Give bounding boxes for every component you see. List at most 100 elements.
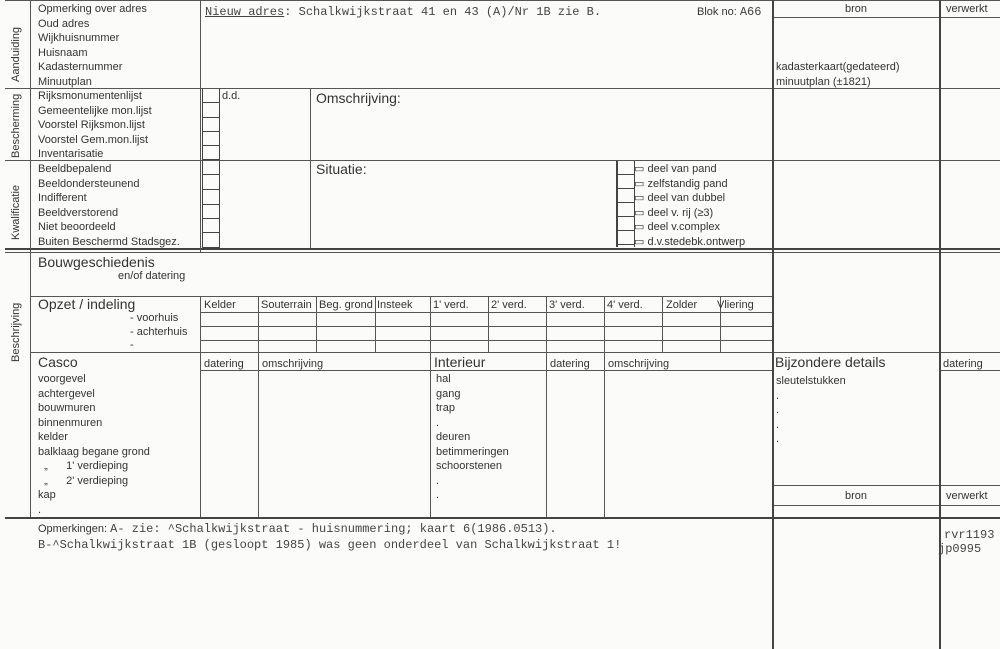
side-label-beschrijving: Beschrijving [10,302,22,362]
casco-omschrijving: omschrijving [262,358,324,370]
situatie-option: ▭ zelfstandig pand [634,177,728,190]
field-label: Gemeentelijke mon.lijst [38,104,152,117]
casco-items: voorgevel achtergevel bouwmuren binnenmu… [38,372,150,517]
col-2-verd: 2' verd. [491,299,527,311]
option-label: zelfstandig pand [647,177,728,190]
situatie-option: ▭ deel v.complex [634,221,721,233]
datering-sub-label: en/of datering [118,270,186,282]
situatie-option: ▭ d.v.stedebk.ontwerp [634,235,746,248]
interieur-item: schoorstenen [436,460,503,472]
field-label: Wijkhuisnummer [38,32,120,44]
checkbox[interactable] [202,219,220,233]
field-label: Opmerking over adres [38,3,147,15]
casco-item: . [38,503,42,516]
col-4-verd: 4' verd. [607,299,643,311]
code-1: rvr1193 [944,528,995,542]
blok-no: Blok no: A66 [697,5,761,19]
checkbox[interactable] [202,175,220,190]
omschrijving-label: Omschrijving: [316,90,401,106]
checkbox[interactable] [202,88,220,103]
casco-item: voorgevel [38,373,86,385]
opzet-row-other: - [130,339,134,351]
col-3-verd: 3' verd. [549,299,585,311]
option-label: deel van pand [647,163,717,175]
situatie-option: ▭ deel van pand [634,163,717,175]
new-address-label: Nieuw adres [205,5,285,19]
aanduiding-fields: Opmerking over adres Oud adres Wijkhuisn… [38,2,147,89]
checkbox[interactable] [202,190,220,205]
new-address-text: Nieuw adres: Schalkwijkstraat 41 en 43 (… [205,5,601,19]
checkbox[interactable] [202,233,220,248]
opzet-label: Opzet / indeling [38,296,136,312]
casco-item: bouwmuren [38,402,96,414]
interieur-label: Interieur [434,354,486,370]
situatie-label: Situatie: [316,161,367,177]
col-insteek: Insteek [377,299,413,311]
interieur-datering: datering [550,358,590,370]
opzet-row-voorhuis: - voorhuis [130,312,179,324]
interieur-item: . [436,489,440,501]
interieur-item: betimmeringen [436,445,509,458]
field-label: Beeldbepalend [38,163,112,175]
bescherming-fields: Rijksmonumentenlijst Gemeentelijke mon.l… [38,89,152,162]
col-zolder: Zolder [666,299,698,311]
verwerkt-header-2: verwerkt [946,490,988,502]
casco-item: achtergevel [38,387,95,400]
checkbox[interactable] [202,205,220,219]
casco-label: Casco [38,354,78,370]
option-label: deel van dubbel [647,192,726,204]
situatie-option: ▭ deel v. rij (≥3) [634,206,714,219]
bijzondere-item: . [776,404,780,416]
field-label: Minuutplan [38,75,92,88]
situatie-options: ▭ deel van pand ▭ zelfstandig pand ▭ dee… [634,162,745,249]
casco-datering: datering [204,358,244,370]
bijzondere-item: sleutelstukken [776,375,846,387]
interieur-item: . [436,416,440,429]
field-label: Buiten Beschermd Stadsgez. [38,235,180,248]
checkbox[interactable] [202,103,220,118]
casco-item: binnenmuren [38,416,103,429]
situatie-option: ▭ deel van dubbel [634,192,726,204]
bijzondere-items: sleutelstukken . . . . [776,374,846,447]
bron-entry: kadasterkaart(gedateerd) [776,61,900,73]
casco-item: balklaag begane grond [38,445,150,458]
opzet-row-achterhuis: - achterhuis [130,326,188,338]
blok-label: Blok no: [697,6,737,18]
col-1-verd: 1' verd. [433,299,469,311]
checkbox[interactable] [202,146,220,160]
option-label: deel v. rij (≥3) [647,206,714,219]
kwalificatie-fields: Beeldbepalend Beeldondersteunend Indiffe… [38,162,180,249]
field-label: Niet beoordeeld [38,221,116,233]
checkbox[interactable] [202,118,220,132]
casco-item: kelder [38,431,68,443]
blok-value: A66 [739,5,762,19]
dd-label: d.d. [222,90,241,102]
interieur-item: trap [436,402,455,414]
bijzondere-item: . [776,389,780,402]
interieur-item: gang [436,387,461,400]
bijzondere-item: . [776,418,780,431]
field-label: Indifferent [38,192,87,204]
field-label: Huisnaam [38,46,88,59]
remark-b: B-^Schalkwijkstraat 1B (gesloopt 1985) w… [38,538,622,552]
opmerkingen-line-1: Opmerkingen: A- zie: ^Schalkwijkstraat -… [38,522,557,536]
new-address-value: : Schalkwijkstraat 41 en 43 (A)/Nr 1B zi… [284,5,602,19]
interieur-item: hal [436,373,451,385]
col-souterrain: Souterrain [261,299,312,311]
field-label: Oud adres [38,17,90,30]
option-label: d.v.stedebk.ontwerp [647,235,746,248]
field-label: Kadasternummer [38,61,123,73]
checkbox[interactable] [202,132,220,146]
bron-entry: minuutplan (±1821) [776,75,871,88]
situatie-checkboxes[interactable] [616,161,635,247]
bijzondere-datering: datering [943,358,983,370]
field-label: Voorstel Gem.mon.lijst [38,133,149,146]
field-label: Beeldverstorend [38,206,119,219]
side-label-kwalificatie: Kwalificatie [10,184,22,240]
bijzondere-details-label: Bijzondere details [775,354,886,370]
checkbox[interactable] [202,160,220,175]
col-beg-grond: Beg. grond [319,299,373,311]
remark-a: A- zie: ^Schalkwijkstraat - huisnummerin… [110,522,557,536]
interieur-omschrijving: omschrijving [608,358,670,370]
